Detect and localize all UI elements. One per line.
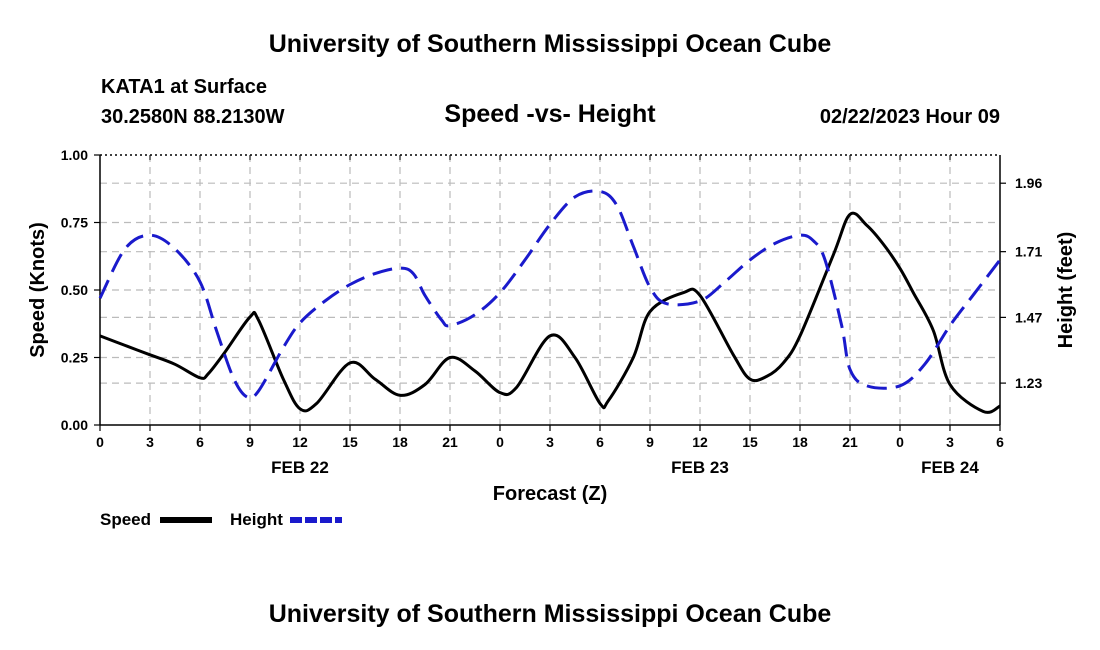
x-tick-label: 12 xyxy=(692,434,708,450)
datetime-label: 02/22/2023 Hour 09 xyxy=(819,106,1000,128)
x-tick-label: 0 xyxy=(96,434,104,450)
x-tick-label: 3 xyxy=(946,434,954,450)
plot-title: Speed -vs- Height xyxy=(444,100,656,128)
x-tick-label: 3 xyxy=(146,434,154,450)
y2-tick-label: 1.23 xyxy=(1015,375,1042,391)
x-tick-label: 6 xyxy=(996,434,1004,450)
y-tick-label: 0.50 xyxy=(61,282,88,298)
x-tick-label: 6 xyxy=(596,434,604,450)
coordinates-label: 30.2580N 88.2130W xyxy=(101,106,285,128)
y-tick-label: 0.00 xyxy=(61,417,88,433)
date-label: FEB 23 xyxy=(671,458,729,477)
main-title: University of Southern Mississippi Ocean… xyxy=(268,30,832,58)
y-tick-label: 0.25 xyxy=(61,350,88,366)
series-height-line xyxy=(98,189,1002,400)
x-tick-label: 6 xyxy=(196,434,204,450)
footer-title: University of Southern Mississippi Ocean… xyxy=(268,600,832,628)
y-tick-label: 1.00 xyxy=(61,147,88,163)
x-tick-label: 3 xyxy=(546,434,554,450)
series-speed-line xyxy=(99,211,1001,414)
x-tick-label: 9 xyxy=(646,434,654,450)
y-axis-title: Speed (Knots) xyxy=(27,222,49,358)
x-tick-label: 21 xyxy=(842,434,858,450)
legend-height-label: Height xyxy=(230,510,283,529)
legend-speed-label: Speed xyxy=(100,510,152,529)
x-axis-title: Forecast (Z) xyxy=(493,483,607,505)
y2-tick-label: 1.71 xyxy=(1015,244,1042,260)
x-tick-label: 0 xyxy=(496,434,504,450)
y2-tick-label: 1.96 xyxy=(1015,175,1042,191)
x-tick-label: 9 xyxy=(246,434,254,450)
station-label: KATA1 at Surface xyxy=(101,76,267,98)
x-tick-label: 21 xyxy=(442,434,458,450)
x-tick-label: 18 xyxy=(392,434,408,450)
x-tick-label: 0 xyxy=(896,434,904,450)
y2-axis-title: Height (feet) xyxy=(1055,232,1077,349)
x-tick-label: 15 xyxy=(742,434,758,450)
y-tick-label: 0.75 xyxy=(61,215,88,231)
x-tick-label: 18 xyxy=(792,434,808,450)
date-label: FEB 22 xyxy=(271,458,329,477)
x-tick-label: 12 xyxy=(292,434,308,450)
x-tick-label: 15 xyxy=(342,434,358,450)
y2-tick-label: 1.47 xyxy=(1015,309,1042,325)
date-label: FEB 24 xyxy=(921,458,979,477)
